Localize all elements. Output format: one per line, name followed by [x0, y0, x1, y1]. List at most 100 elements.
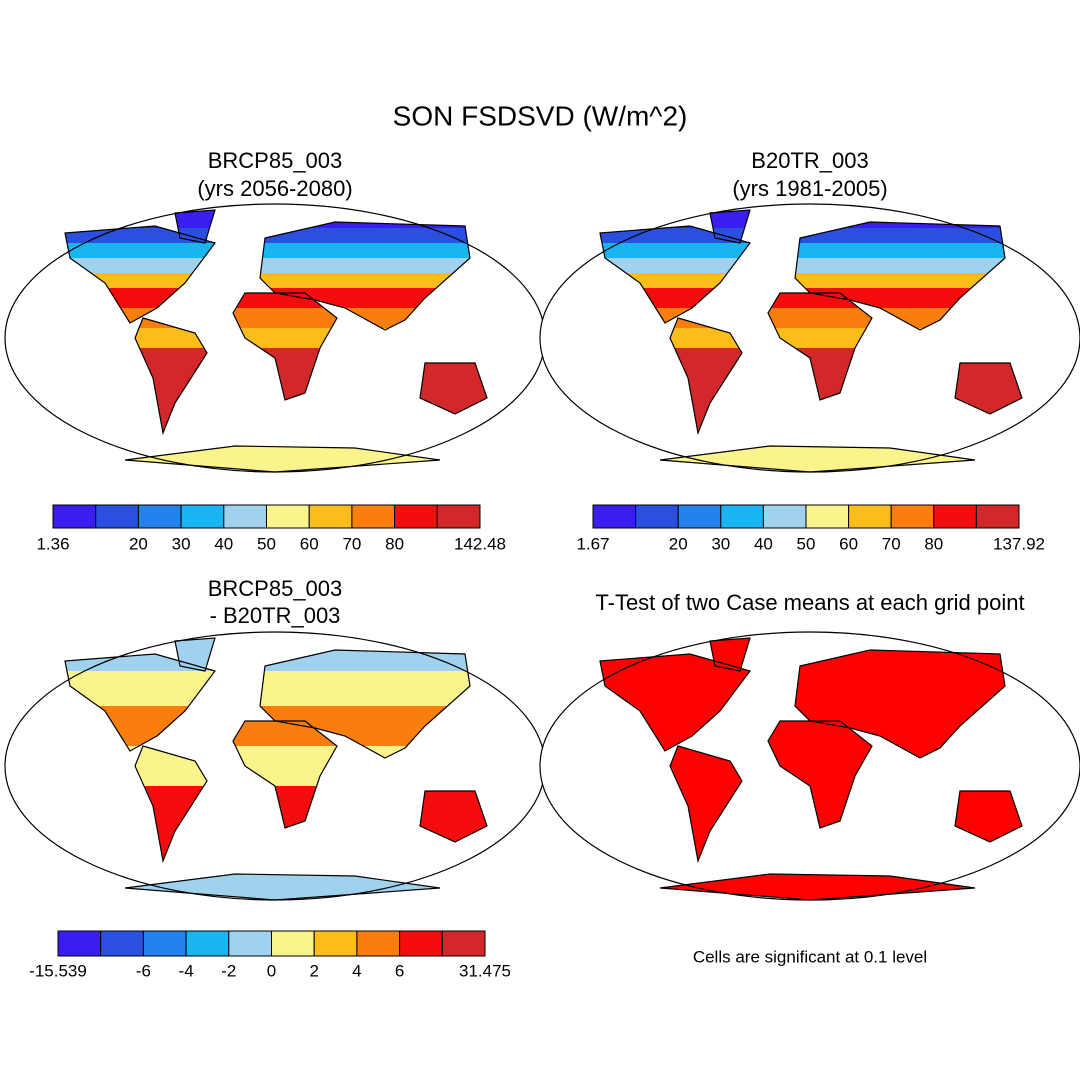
colorbar-label: 40 [214, 534, 233, 553]
colorbar-box [356, 930, 401, 957]
panel-title: BRCP85_003 [208, 148, 343, 173]
colorbar-label: 2 [309, 961, 318, 980]
field-band [65, 243, 487, 258]
colorbar-box [975, 504, 1020, 529]
colorbar-box [441, 930, 486, 957]
colorbar-box [313, 930, 358, 957]
colorbar-box [848, 504, 892, 529]
colorbar-box [100, 930, 144, 957]
coastline [174, 209, 216, 244]
map-panel: T-Test of two Case means at each grid po… [539, 590, 1080, 966]
colorbar-label: 20 [129, 534, 148, 553]
colorbar-box [351, 504, 396, 529]
colorbar-box [142, 930, 187, 957]
coastline [124, 873, 441, 901]
panel-title: BRCP85_003 [208, 576, 343, 601]
field-band [600, 258, 1022, 273]
colorbar-label: -15.539 [29, 961, 87, 980]
colorbar-box [933, 504, 977, 529]
map-panel: B20TR_003 (yrs 1981-2005) 1.67 20 30 40 50 60 70… [539, 148, 1080, 553]
colorbar-box [271, 930, 315, 957]
colorbar-label: 80 [924, 534, 943, 553]
coastline [64, 225, 217, 324]
colorbar-box [52, 504, 97, 529]
colorbar-box [394, 504, 438, 529]
coastline [599, 225, 752, 324]
field-band [600, 273, 1022, 288]
colorbar-label: 1.36 [36, 534, 69, 553]
field-band [65, 671, 487, 706]
colorbar-label: -6 [136, 961, 151, 980]
coastline [794, 649, 1006, 759]
coastline [64, 653, 217, 752]
field-band [65, 258, 487, 273]
map-border [539, 203, 1080, 473]
colorbar-box [266, 504, 310, 529]
colorbar-box [185, 930, 230, 957]
coastline [659, 445, 976, 473]
colorbar-label: 60 [839, 534, 858, 553]
colorbar-label: 137.92 [993, 534, 1045, 553]
coastline [419, 362, 488, 415]
colorbar-box [399, 930, 443, 957]
coastline [659, 873, 976, 901]
colorbar-label: 40 [754, 534, 773, 553]
coastline [419, 790, 488, 843]
panel-title: T-Test of two Case means at each grid po… [595, 590, 1024, 615]
panel-title: - B20TR_003 [210, 603, 341, 628]
coastline [767, 720, 873, 829]
coastline [232, 720, 338, 829]
colorbar-label: 80 [385, 534, 404, 553]
field-band [65, 273, 487, 288]
colorbar-box [228, 930, 273, 957]
colorbar-label: 50 [797, 534, 816, 553]
coastline [259, 221, 471, 331]
colorbar-label: 50 [257, 534, 276, 553]
colorbar-label: 70 [342, 534, 361, 553]
map-panel: BRCP85_003- B20TR_003 -15.539 -6 -4 -2 0 2 4 6 31… [4, 576, 546, 980]
colorbar-box [720, 504, 764, 529]
colorbar-label: 30 [711, 534, 730, 553]
coastline [259, 649, 471, 759]
colorbar-box [635, 504, 679, 529]
panel-note: Cells are significant at 0.1 level [693, 947, 927, 966]
colorbar-label: -2 [221, 961, 236, 980]
coastline [794, 221, 1006, 331]
figure-title: SON FSDSVD (W/m^2) [393, 100, 688, 131]
colorbar-box [180, 504, 225, 529]
colorbar-label: 60 [300, 534, 319, 553]
coastline [124, 445, 441, 473]
colorbar-box [223, 504, 268, 529]
coastline [232, 292, 338, 401]
colorbar-box [95, 504, 139, 529]
colorbar-box [677, 504, 722, 529]
colorbar-label: 142.48 [454, 534, 506, 553]
colorbar-box [436, 504, 481, 529]
colorbar-label: 30 [172, 534, 191, 553]
panel-title: (yrs 2056-2080) [197, 176, 352, 201]
colorbar-label: 20 [669, 534, 688, 553]
coastline [599, 653, 752, 752]
colorbar-label: 31.475 [459, 961, 511, 980]
colorbar-label: 4 [352, 961, 361, 980]
colorbar-box [137, 504, 182, 529]
colorbar-label: 0 [267, 961, 276, 980]
colorbar-box [805, 504, 850, 529]
coastline [709, 637, 751, 672]
map-border [539, 631, 1080, 901]
colorbar-box [890, 504, 935, 529]
colorbar-label: -4 [179, 961, 194, 980]
colorbar-box [762, 504, 807, 529]
colorbar-box [592, 504, 637, 529]
map-panel: BRCP85_003 (yrs 2056-2080) 1.36 20 30 40 50 60 7… [4, 148, 546, 553]
coastline [669, 745, 743, 864]
colorbar-box [308, 504, 353, 529]
coastline [669, 317, 743, 436]
coastline [174, 637, 216, 672]
coastline [134, 745, 208, 864]
coastline [709, 209, 751, 244]
colorbar-label: 70 [882, 534, 901, 553]
field-band [600, 243, 1022, 258]
panel-title: B20TR_003 [751, 148, 868, 173]
